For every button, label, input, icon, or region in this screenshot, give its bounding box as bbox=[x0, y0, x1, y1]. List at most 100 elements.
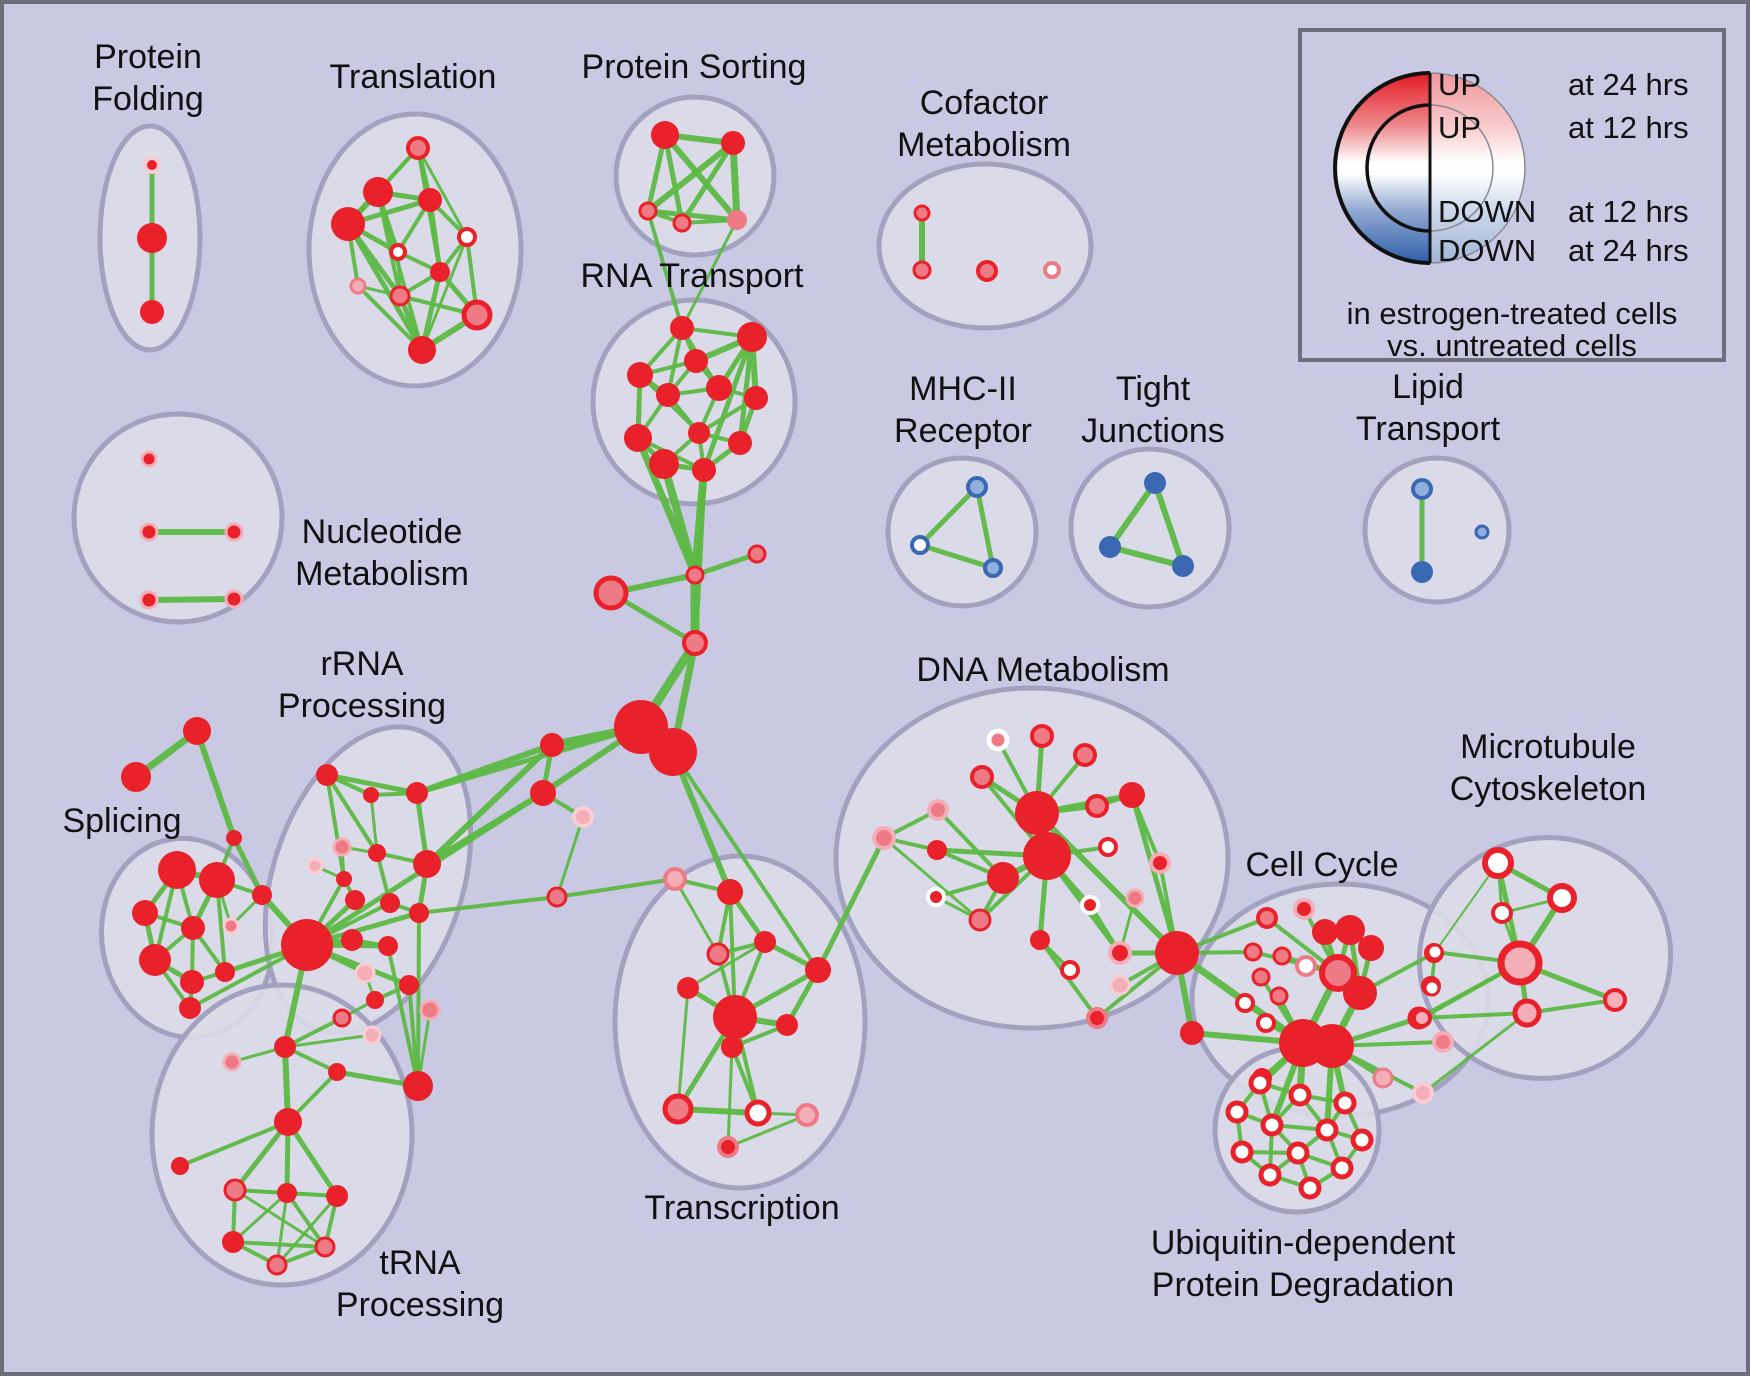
gene-node-cf4 bbox=[1043, 261, 1061, 279]
edge-ps5-r1 bbox=[680, 218, 739, 330]
gene-node-cc5 bbox=[1358, 935, 1384, 961]
gene-node-t1 bbox=[406, 136, 430, 160]
gene-node-b2 bbox=[747, 544, 767, 564]
gene-node-h3 bbox=[682, 630, 708, 656]
gene-node-r8 bbox=[688, 422, 710, 444]
cluster-label-cofactor-metabolism: Metabolism bbox=[897, 126, 1071, 164]
edge-m9-m10 bbox=[1421, 1011, 1529, 1095]
gene-node-cc13 bbox=[1235, 993, 1255, 1013]
gene-node-ps3 bbox=[638, 201, 658, 221]
gene-node-cc6 bbox=[1243, 942, 1263, 962]
edge-rr14-rr15 bbox=[386, 944, 420, 1088]
gene-node-mh2 bbox=[910, 535, 930, 555]
gene-node-st1 bbox=[121, 762, 151, 792]
edge-ps2-ps3 bbox=[645, 140, 736, 214]
gene-node-t11 bbox=[408, 336, 436, 364]
cluster-bubble-cofactor-metabolism bbox=[876, 161, 1094, 331]
edge-x2-x5 bbox=[673, 877, 720, 956]
gene-node-rr15 bbox=[403, 1071, 433, 1101]
cluster-label-splicing: Splicing bbox=[62, 802, 181, 840]
gene-node-hx1 bbox=[223, 1178, 247, 1202]
gene-node-m10 bbox=[1412, 1082, 1434, 1104]
cluster-label-protein-folding: Folding bbox=[92, 80, 204, 118]
cluster-label-mhc2-receptor: MHC-II bbox=[909, 370, 1017, 408]
gene-node-cc12 bbox=[1269, 986, 1289, 1006]
edge-lp1-rr11 bbox=[417, 895, 559, 915]
gene-node-u8 bbox=[1230, 1140, 1254, 1164]
gene-node-c1 bbox=[540, 733, 564, 757]
gene-node-cc23 bbox=[1372, 1067, 1394, 1089]
gene-node-d22 bbox=[1149, 852, 1171, 874]
gene-node-cc1 bbox=[1256, 907, 1278, 929]
edge-x4-x7 bbox=[686, 940, 767, 990]
edge-rr2-rr7 bbox=[369, 793, 379, 855]
gene-node-hx3 bbox=[326, 1185, 348, 1207]
gene-node-x6 bbox=[805, 957, 831, 983]
gene-node-rr12 bbox=[281, 919, 333, 971]
gene-node-u9 bbox=[1286, 1141, 1310, 1165]
gene-node-d20 bbox=[1155, 931, 1199, 975]
legend-layer: UP at 24 hrs UP at 12 hrs DOWN at 12 hrs DOWN a… bbox=[1298, 28, 1726, 363]
gene-node-rr17 bbox=[399, 975, 419, 995]
gene-node-rr18 bbox=[366, 991, 384, 1009]
gene-node-n3 bbox=[224, 522, 244, 542]
edge-ps1-ps5 bbox=[662, 132, 740, 223]
gene-node-sp3 bbox=[132, 900, 158, 926]
gene-node-d14 bbox=[1080, 895, 1100, 915]
gene-node-d1 bbox=[986, 728, 1010, 752]
gene-node-u5 bbox=[1260, 1113, 1284, 1137]
gene-node-rr21 bbox=[362, 1025, 382, 1045]
gene-node-mh3 bbox=[983, 558, 1003, 578]
cluster-bubble-nucleotide-metabolism bbox=[71, 411, 285, 625]
edge-rr11-rr15 bbox=[416, 911, 421, 1088]
edge-c3-lp1 bbox=[555, 815, 585, 899]
gene-node-rr7 bbox=[368, 844, 386, 862]
gene-node-t7 bbox=[430, 262, 450, 282]
cluster-label-dna-metabolism: DNA Metabolism bbox=[916, 651, 1169, 689]
gene-node-d11 bbox=[1119, 782, 1145, 808]
gene-node-x13 bbox=[795, 1103, 819, 1127]
gene-node-m1 bbox=[1482, 847, 1514, 879]
gene-node-li1 bbox=[1411, 478, 1433, 500]
gene-node-r1 bbox=[670, 316, 694, 340]
cluster-label-nucleotide-metabolism: Nucleotide bbox=[302, 513, 463, 551]
edge-t4-t11 bbox=[345, 221, 425, 353]
legend-time-label: at 24 hrs bbox=[1568, 67, 1689, 102]
edge-mh1-mh3 bbox=[974, 484, 996, 571]
cluster-labels-layer: Protein Folding Translation Protein Sorting… bbox=[62, 38, 1646, 1324]
cluster-label-microtubule-cytoskeleton: Microtubule bbox=[1460, 728, 1636, 766]
gene-node-dc bbox=[872, 826, 896, 850]
gene-node-rr11 bbox=[409, 903, 429, 923]
gene-node-sp1 bbox=[158, 851, 196, 889]
gene-node-ps4 bbox=[672, 213, 692, 233]
gene-node-rr19 bbox=[419, 999, 441, 1021]
gene-node-rr14 bbox=[378, 936, 398, 956]
edge-h2-x1 bbox=[670, 749, 733, 895]
legend-time-label: at 24 hrs bbox=[1568, 233, 1689, 268]
gene-node-d3 bbox=[1073, 743, 1097, 767]
gene-node-pf2 bbox=[137, 223, 167, 253]
gene-node-n2 bbox=[139, 522, 159, 542]
cluster-label-mhc2-receptor: Receptor bbox=[894, 412, 1032, 450]
cluster-label-translation: Translation bbox=[330, 58, 497, 96]
gene-node-rr3 bbox=[406, 782, 428, 804]
gene-node-d2 bbox=[1030, 724, 1054, 748]
gene-node-rr10 bbox=[380, 893, 400, 913]
legend-footer-line: vs. untreated cells bbox=[1387, 328, 1637, 363]
gene-node-m6 bbox=[1423, 979, 1441, 997]
edge-x6-dc bbox=[815, 835, 887, 973]
cluster-label-cell-cycle: Cell Cycle bbox=[1245, 846, 1398, 884]
gene-node-r11 bbox=[649, 449, 679, 479]
edge-rr1-rr7 bbox=[325, 773, 379, 855]
gene-node-r3 bbox=[684, 349, 708, 373]
edge-ps1-ps4 bbox=[662, 132, 685, 226]
edge-ps3-ps5 bbox=[645, 208, 740, 223]
edge-tj2-tj3 bbox=[1107, 544, 1186, 569]
gene-node-d9 bbox=[987, 862, 1019, 894]
gene-node-st2 bbox=[183, 717, 211, 745]
gene-node-u12 bbox=[1298, 1176, 1322, 1200]
gene-node-m7 bbox=[1412, 1008, 1432, 1028]
legend-direction-label: UP bbox=[1438, 110, 1481, 145]
gene-node-m5 bbox=[1497, 940, 1543, 986]
edge-r2-r12 bbox=[701, 334, 755, 473]
